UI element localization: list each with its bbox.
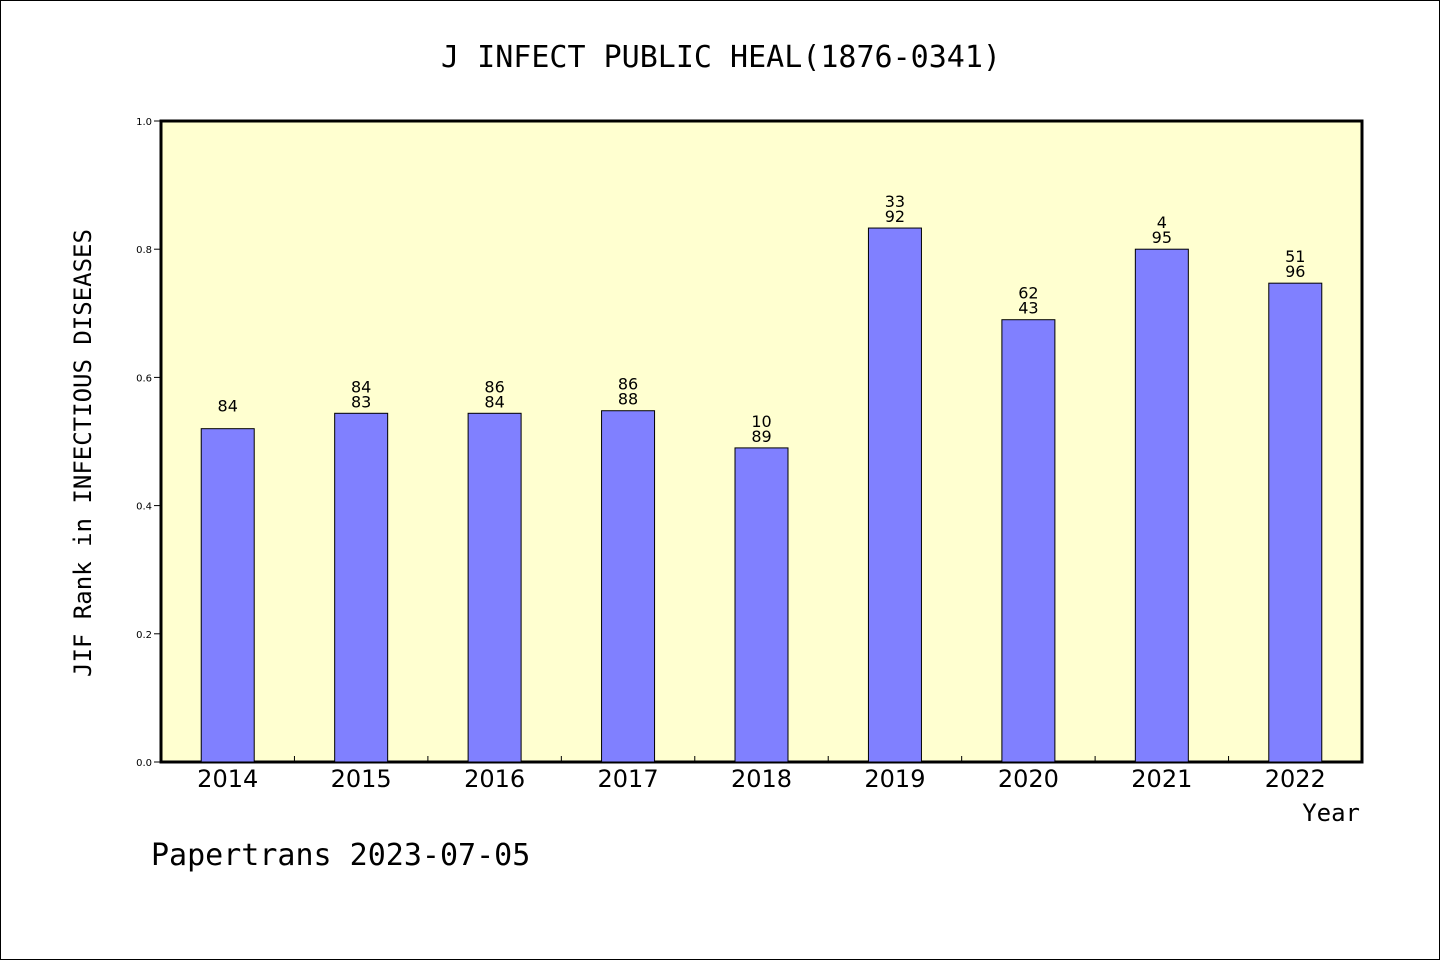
bar-2017 <box>601 410 656 763</box>
y-tick-label: 0.4 <box>136 502 152 513</box>
chart-title: J INFECT PUBLIC HEAL(1876-0341) <box>441 40 1001 75</box>
x-tick-label: 2017 <box>598 765 659 793</box>
bar-data-label: 43 <box>1018 299 1038 318</box>
bar-data-label: 84 <box>484 392 504 411</box>
bar-2021 <box>1134 248 1189 763</box>
bar-data-label: 95 <box>1152 228 1172 247</box>
bar-data-label: 86 <box>618 375 638 394</box>
bar-data-label: 89 <box>751 427 771 446</box>
bar-2016 <box>467 412 522 763</box>
y-axis-label: JIF Rank in INFECTIOUS DISEASES <box>69 229 97 677</box>
bar-data-label: 83 <box>351 392 371 411</box>
x-tick-label: 2021 <box>1131 765 1192 793</box>
bar-data-label: 96 <box>1285 262 1305 281</box>
bar-2020 <box>1001 319 1056 763</box>
bar-data-label: 4 <box>1157 213 1167 232</box>
bar-data-label: 84 <box>218 397 238 416</box>
x-tick-label: 2020 <box>998 765 1059 793</box>
bar-data-label: 62 <box>1018 284 1038 303</box>
x-tick-label: 2014 <box>197 765 258 793</box>
x-axis-label: Year <box>1302 799 1360 827</box>
x-tick-label: 2015 <box>331 765 392 793</box>
y-tick-label: 1.0 <box>136 117 152 128</box>
bar-data-label: 51 <box>1285 247 1305 266</box>
x-tick-label: 2019 <box>864 765 925 793</box>
bar-2022 <box>1268 282 1323 763</box>
bar-data-label: 33 <box>885 192 905 211</box>
bar-data-label: 88 <box>618 390 638 409</box>
bar-2019 <box>867 227 922 763</box>
y-tick-label: 0.6 <box>136 373 152 384</box>
x-tick-label: 2022 <box>1265 765 1326 793</box>
footer-credit: Papertrans 2023-07-05 <box>151 838 530 873</box>
bar-2015 <box>334 412 389 763</box>
y-tick-label: 0.8 <box>136 245 152 256</box>
x-tick-label: 2016 <box>464 765 525 793</box>
bar-data-label: 92 <box>885 207 905 226</box>
bar-2014 <box>200 428 255 763</box>
bar-data-label: 86 <box>484 377 504 396</box>
bar-data-label: 84 <box>351 377 371 396</box>
bar-2018 <box>734 447 789 763</box>
y-tick-label: 0.0 <box>136 758 152 769</box>
x-tick-label: 2018 <box>731 765 792 793</box>
y-tick-label: 0.2 <box>136 630 152 641</box>
bar-data-label: 10 <box>751 412 771 431</box>
